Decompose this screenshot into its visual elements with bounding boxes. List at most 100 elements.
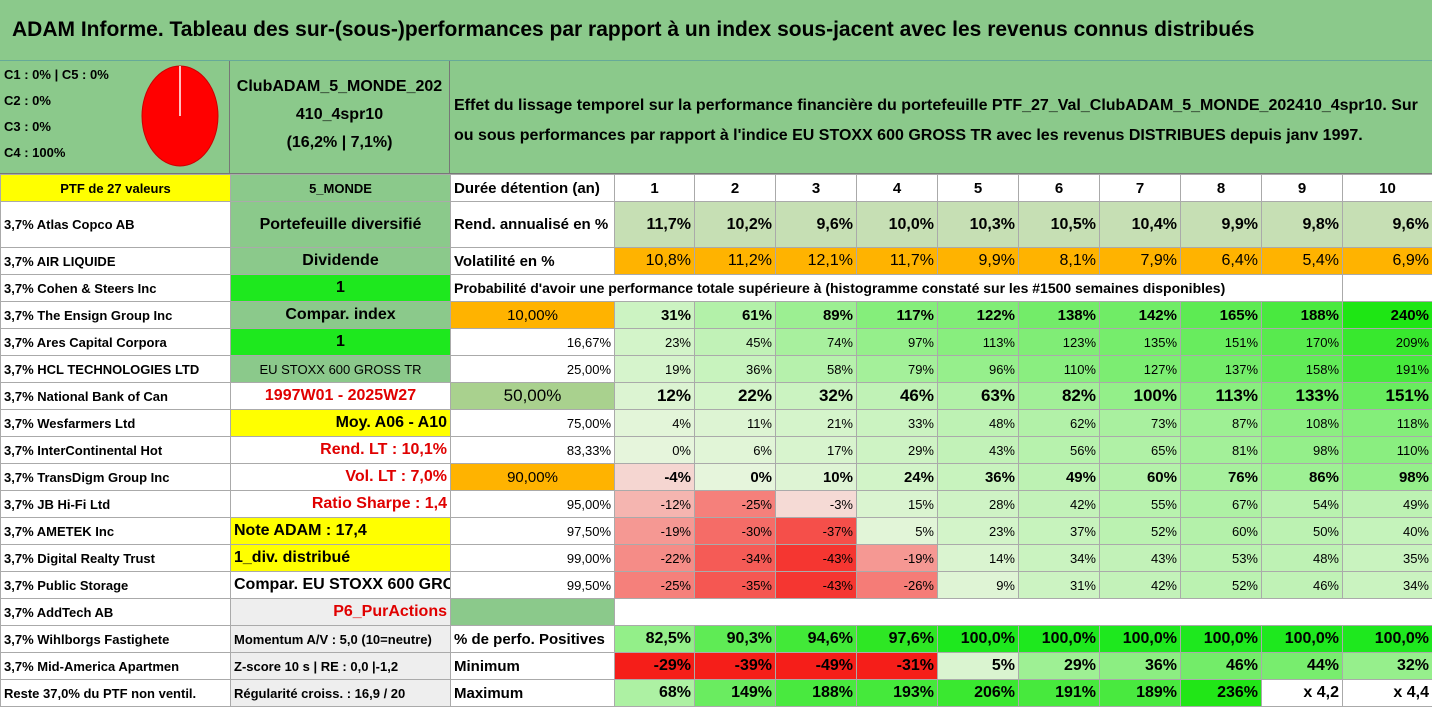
positive-value: 100,0% (1261, 625, 1343, 653)
probability-cell: -34% (694, 544, 776, 572)
rend-label: Rend. annualisé en % (450, 201, 615, 248)
maximum-label: Maximum (450, 679, 615, 707)
info-label: Régularité croiss. : 16,9 / 20 (230, 679, 451, 707)
probability-title: Probabilité d'avoir une performance tota… (450, 274, 1343, 302)
probability-cell: 191% (1342, 355, 1432, 383)
probability-level: 90,00% (450, 463, 615, 491)
year-header: 9 (1261, 174, 1343, 202)
table-row: 3,7% The Ensign Group Inc Compar. index 10… (0, 301, 1432, 329)
info-label: Moy. A06 - A10 (230, 409, 451, 437)
maximum-value: 189% (1099, 679, 1181, 707)
minimum-value: 29% (1018, 652, 1100, 680)
rend-value: 10,2% (694, 201, 776, 248)
probability-cell: -35% (694, 571, 776, 599)
probability-cell: 50% (1261, 517, 1343, 545)
minimum-label: Minimum (450, 652, 615, 680)
table-row: 3,7% Wihlborgs Fastighete Momentum A/V : … (0, 625, 1432, 653)
empty-cell (1018, 598, 1100, 626)
probability-cell: 34% (1342, 571, 1432, 599)
probability-cell: -19% (614, 517, 695, 545)
table-row: 3,7% National Bank of Can 1997W01 - 2025W… (0, 382, 1432, 410)
probability-cell: 21% (775, 409, 857, 437)
holding-item: 3,7% TransDigm Group Inc (0, 463, 231, 491)
probability-cell: 138% (1018, 301, 1100, 329)
probability-cell: 67% (1180, 490, 1262, 518)
minimum-value: 46% (1180, 652, 1262, 680)
positive-label: % de perfo. Positives (450, 625, 615, 653)
vol-value: 7,9% (1099, 247, 1181, 275)
probability-cell: 36% (694, 355, 776, 383)
probability-cell: 100% (1099, 382, 1181, 410)
vol-value: 11,2% (694, 247, 776, 275)
probability-cell: 43% (937, 436, 1019, 464)
year-header: 5 (937, 174, 1019, 202)
probability-cell: 37% (1018, 517, 1100, 545)
probability-cell: -30% (694, 517, 776, 545)
probability-cell: -22% (614, 544, 695, 572)
probability-cell: 81% (1180, 436, 1262, 464)
holding-item: 3,7% AMETEK Inc (0, 517, 231, 545)
info-label: Ratio Sharpe : 1,4 (230, 490, 451, 518)
probability-cell: 108% (1261, 409, 1343, 437)
performance-table: PTF de 27 valeurs 5_MONDE Durée détention … (0, 174, 1432, 707)
table-row: 3,7% Wesfarmers Ltd Moy. A06 - A10 75,00% 4… (0, 409, 1432, 437)
probability-cell: 58% (775, 355, 857, 383)
vol-value: 8,1% (1018, 247, 1100, 275)
probability-cell: 123% (1018, 328, 1100, 356)
probability-cell: 60% (1099, 463, 1181, 491)
holdings-header: PTF de 27 valeurs (0, 174, 231, 202)
probability-cell: 0% (614, 436, 695, 464)
probability-cell: 53% (1180, 544, 1262, 572)
probability-level: 97,50% (450, 517, 615, 545)
probability-cell: 96% (937, 355, 1019, 383)
probability-cell: 240% (1342, 301, 1432, 329)
maximum-value: 68% (614, 679, 695, 707)
vol-value: 11,7% (856, 247, 938, 275)
maximum-value: x 4,4 (1342, 679, 1432, 707)
probability-cell: 0% (694, 463, 776, 491)
probability-level: 83,33% (450, 436, 615, 464)
year-header: 8 (1180, 174, 1262, 202)
info-label: 1 (230, 274, 451, 302)
empty-cell (1180, 598, 1262, 626)
probability-cell: 113% (1180, 382, 1262, 410)
probability-cell: 14% (937, 544, 1019, 572)
probability-cell: 110% (1018, 355, 1100, 383)
maximum-value: 206% (937, 679, 1019, 707)
year-header: 7 (1099, 174, 1181, 202)
probability-cell: 23% (614, 328, 695, 356)
vol-value: 10,8% (614, 247, 695, 275)
pie-legend-c1: C1 : 0% | C5 : 0% (4, 67, 109, 82)
probability-cell: 24% (856, 463, 938, 491)
probability-cell: 76% (1180, 463, 1262, 491)
positive-value: 100,0% (1018, 625, 1100, 653)
vol-value: 5,4% (1261, 247, 1343, 275)
info-label: Compar. EU STOXX 600 GROSS TR (230, 571, 451, 599)
probability-cell: 5% (856, 517, 938, 545)
info-label: P6_PurActions (230, 598, 451, 626)
minimum-value: 32% (1342, 652, 1432, 680)
probability-cell: 46% (856, 382, 938, 410)
probability-cell: 188% (1261, 301, 1343, 329)
probability-cell: 48% (937, 409, 1019, 437)
fund-name-line2: 410_4spr10 (295, 106, 384, 123)
probability-cell: 113% (937, 328, 1019, 356)
rend-value: 9,6% (1342, 201, 1432, 248)
info-label: Rend. LT : 10,1% (230, 436, 451, 464)
probability-cell: 133% (1261, 382, 1343, 410)
probability-cell: -37% (775, 517, 857, 545)
rend-value: 10,3% (937, 201, 1019, 248)
year-header: 6 (1018, 174, 1100, 202)
probability-cell: -25% (614, 571, 695, 599)
minimum-value: -49% (775, 652, 857, 680)
table-row: 3,7% AIR LIQUIDE Dividende Volatilité en %… (0, 247, 1432, 275)
vol-value: 12,1% (775, 247, 857, 275)
minimum-value: -29% (614, 652, 695, 680)
probability-cell: 117% (856, 301, 938, 329)
probability-cell: 86% (1261, 463, 1343, 491)
year-header: 1 (614, 174, 695, 202)
minimum-value: 36% (1099, 652, 1181, 680)
table-row: PTF de 27 valeurs 5_MONDE Durée détention … (0, 174, 1432, 202)
fund-perf-summary: (16,2% | 7,1%) (286, 134, 393, 151)
probability-cell: 46% (1261, 571, 1343, 599)
